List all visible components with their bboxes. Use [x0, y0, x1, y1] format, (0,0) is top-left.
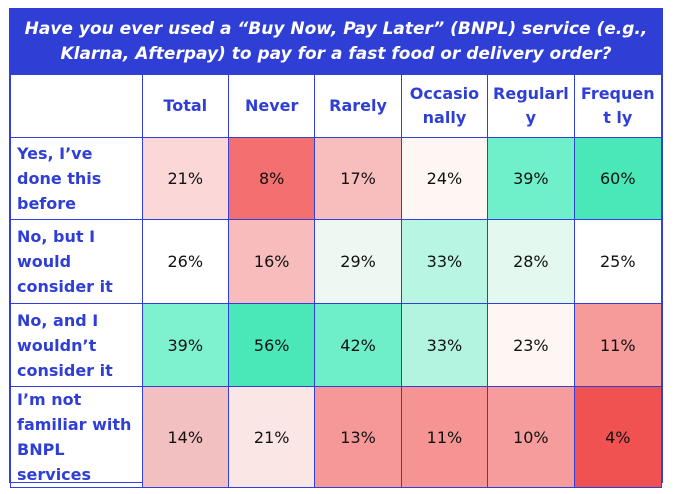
column-header-frequently: Frequent ly	[573, 74, 663, 138]
cell-rarely: 13%	[314, 386, 402, 488]
cell-never: 56%	[227, 303, 316, 387]
cell-frequently: 11%	[573, 303, 663, 387]
cell-regularly: 28%	[487, 219, 575, 304]
cell-occasionally: 33%	[400, 303, 489, 387]
column-header-rarely: Rarely	[314, 74, 402, 138]
cell-total: 39%	[141, 303, 229, 387]
chart-title: Have you ever used a “Buy Now, Pay Later…	[10, 9, 662, 74]
cell-never: 16%	[227, 219, 316, 304]
corner-cell	[10, 74, 143, 138]
cell-never: 8%	[227, 137, 316, 220]
header-row: Total Never Rarely Occasio nally Regular…	[10, 74, 663, 138]
column-header-never: Never	[227, 74, 316, 138]
table-row: Yes, I’ve done this before 21% 8% 17% 24% 39%…	[10, 137, 663, 220]
cell-frequently: 4%	[573, 386, 663, 488]
bnpl-table-chart: Have you ever used a “Buy Now, Pay Later…	[9, 8, 663, 488]
cell-total: 21%	[141, 137, 229, 220]
row-label: No, but I would consider it	[10, 219, 143, 304]
cell-rarely: 29%	[314, 219, 402, 304]
cell-frequently: 60%	[573, 137, 663, 220]
cell-regularly: 10%	[487, 386, 575, 488]
row-label: I’m not familiar with BNPL services	[10, 386, 143, 488]
cell-frequently: 25%	[573, 219, 663, 304]
cell-total: 14%	[141, 386, 229, 488]
row-label: No, and I wouldn’t consider it	[10, 303, 143, 387]
table-row: No, and I wouldn’t consider it 39% 56% 42% 3…	[10, 303, 663, 387]
data-table: Total Never Rarely Occasio nally Regular…	[10, 74, 663, 488]
cell-occasionally: 24%	[400, 137, 489, 220]
cell-total: 26%	[141, 219, 229, 304]
column-header-occasionally: Occasio nally	[400, 74, 489, 138]
cell-regularly: 39%	[487, 137, 575, 220]
table-row: I’m not familiar with BNPL services 14% 21…	[10, 386, 663, 488]
row-label: Yes, I’ve done this before	[10, 137, 143, 220]
table-row: No, but I would consider it 26% 16% 29% 33% 2…	[10, 219, 663, 304]
column-header-total: Total	[141, 74, 229, 138]
cell-occasionally: 11%	[400, 386, 489, 488]
column-header-regularly: Regularl y	[487, 74, 575, 138]
cell-regularly: 23%	[487, 303, 575, 387]
cell-rarely: 17%	[314, 137, 402, 220]
cell-never: 21%	[227, 386, 316, 488]
cell-rarely: 42%	[314, 303, 402, 387]
cell-occasionally: 33%	[400, 219, 489, 304]
